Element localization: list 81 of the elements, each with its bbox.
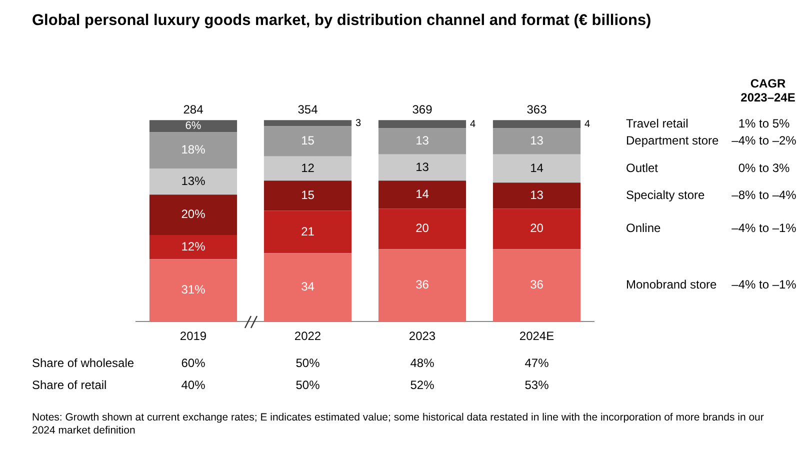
bar <box>492 120 581 128</box>
bar <box>378 208 466 250</box>
bar <box>378 180 466 209</box>
data-label: 21 <box>301 224 315 238</box>
data-label: 4 <box>470 118 476 130</box>
bar <box>378 154 466 181</box>
bar <box>264 156 352 181</box>
data-label: 14 <box>416 186 430 201</box>
text: 47% <box>524 356 550 370</box>
text: Monobrand store <box>626 278 718 292</box>
text: Share of retail <box>32 378 107 392</box>
bar <box>492 249 581 322</box>
text: Department store <box>626 134 720 148</box>
x-tick-label: 2019 <box>180 329 207 344</box>
x-tick-label: 2022 <box>294 329 322 344</box>
text: Online <box>626 221 662 236</box>
data-label: 15 <box>301 134 315 148</box>
bar <box>264 180 352 211</box>
data-label: 20 <box>416 221 430 236</box>
text: –8% to –4% <box>732 188 797 202</box>
text: –4% to –2% <box>732 134 797 148</box>
data-label: 20 <box>530 221 544 236</box>
annotation: 363 <box>526 102 548 116</box>
x-tick-label: 2023 <box>408 329 436 344</box>
text: 53% <box>524 378 550 392</box>
text: Outlet <box>626 160 659 175</box>
data-label: 18% <box>181 142 206 157</box>
text: 60% <box>181 356 206 370</box>
data-label: 20% <box>181 207 206 222</box>
bar <box>149 234 238 260</box>
bar <box>492 208 581 250</box>
bar <box>378 120 466 128</box>
x-tick-label: 2024E <box>519 329 554 344</box>
data-label: 31% <box>181 282 206 297</box>
text: Travel retail <box>626 116 688 130</box>
annotation: 284 <box>183 102 204 116</box>
bar <box>264 210 352 254</box>
data-label: 36 <box>530 278 544 292</box>
text: 50% <box>296 378 320 392</box>
bar <box>149 120 238 132</box>
bar <box>264 253 352 322</box>
data-label: 15 <box>301 188 315 202</box>
data-label: 12 <box>301 160 315 175</box>
bar <box>492 154 581 183</box>
data-label: 34 <box>301 280 315 294</box>
annotation: 354 <box>298 102 318 116</box>
bar <box>264 120 352 126</box>
data-label: 13 <box>416 160 430 174</box>
text: 48% <box>410 356 435 370</box>
bar <box>378 128 466 154</box>
bar <box>149 132 238 168</box>
data-label: 13 <box>416 134 430 148</box>
text: 52% <box>410 378 435 392</box>
data-label: 14 <box>530 160 544 175</box>
data-label: 13 <box>530 134 544 148</box>
data-label: 4 <box>584 118 591 130</box>
text: 50% <box>296 356 320 370</box>
bar <box>264 126 352 156</box>
bar <box>492 128 581 154</box>
data-label: 3 <box>356 118 362 129</box>
text: 1% to 5% <box>738 116 790 130</box>
text: 40% <box>181 378 206 392</box>
text: Specialty store <box>626 188 706 202</box>
data-label: 6% <box>185 120 202 132</box>
text: –4% to –1% <box>732 221 797 236</box>
text: Share of wholesale <box>32 356 134 370</box>
text: 0% to 3% <box>738 160 790 175</box>
text: Notes: Growth shown at current exchange rates; E indicates estimated value; some historical data restated in line with the incorporation of more brands in our 2024 market definition <box>32 411 764 436</box>
data-label: 12% <box>181 239 206 254</box>
data-label: 13% <box>181 174 206 188</box>
annotation: 369 <box>412 102 433 116</box>
bar <box>149 259 238 322</box>
chart-title: Global personal luxury goods market, by distribution channel and format (€ billions) <box>32 12 652 30</box>
text: CAGR 2023–24E <box>740 76 796 104</box>
bar <box>149 194 238 235</box>
bar <box>149 168 238 195</box>
bar <box>492 182 581 209</box>
data-label: 13 <box>530 188 544 202</box>
data-label: 36 <box>416 278 430 292</box>
text: –4% to –1% <box>732 278 797 292</box>
bar <box>378 249 466 322</box>
